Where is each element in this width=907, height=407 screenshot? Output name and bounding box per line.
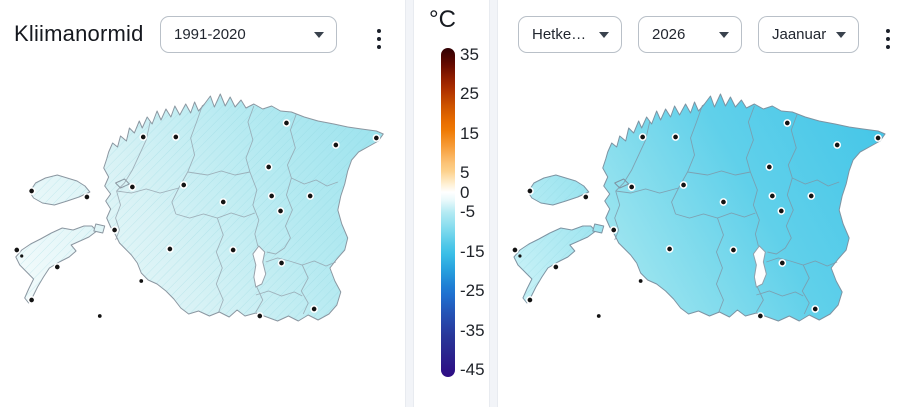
month-dropdown[interactable]: Jaanuar <box>758 16 859 53</box>
period-dropdown-value: 1991-2020 <box>174 26 246 43</box>
chevron-down-icon <box>599 31 609 38</box>
panel-climate-normals: Kliimanormid 1991-2020 <box>0 0 405 407</box>
panel-forecast-map: Hetke… 2026 Jaanuar <box>498 0 907 407</box>
page-title: Kliimanormid <box>14 21 144 46</box>
period-dropdown[interactable]: 1991-2020 <box>160 16 337 53</box>
kebab-menu-icon[interactable] <box>884 27 892 51</box>
temperature-colorbar <box>441 48 455 377</box>
estonia-landmass <box>513 93 886 322</box>
estonia-map-climate-normals[interactable] <box>0 0 405 407</box>
year-dropdown-value: 2026 <box>652 26 686 43</box>
mode-dropdown-value: Hetke… <box>532 26 587 43</box>
scale-tick: -45 <box>460 360 485 379</box>
chevron-down-icon <box>836 31 846 38</box>
isoline-hatching <box>15 94 384 321</box>
scale-unit-label: °C <box>429 6 456 33</box>
panel-divider <box>489 0 498 407</box>
scale-tick: 0 <box>460 183 470 202</box>
panel-divider <box>405 0 414 407</box>
month-dropdown-value: Jaanuar <box>772 26 827 43</box>
scale-tick: 35 <box>460 45 479 64</box>
mode-dropdown[interactable]: Hetke… <box>518 16 622 53</box>
year-dropdown[interactable]: 2026 <box>638 16 742 53</box>
scale-tick: 15 <box>460 124 479 143</box>
scale-tick: -25 <box>460 281 485 300</box>
scale-tick: -35 <box>460 321 485 340</box>
estonia-map-forecast[interactable] <box>498 0 907 407</box>
scale-tick: -5 <box>460 202 476 221</box>
scale-tick: 5 <box>460 163 470 182</box>
kebab-menu-icon[interactable] <box>375 27 383 51</box>
chevron-down-icon <box>719 31 729 38</box>
chevron-down-icon <box>314 31 324 38</box>
panel-temperature-scale: °C 35 25 15 5 0 -5 -15 -25 -35 -45 <box>414 0 489 407</box>
scale-tick: 25 <box>460 84 479 103</box>
scale-tick: -15 <box>460 242 485 261</box>
